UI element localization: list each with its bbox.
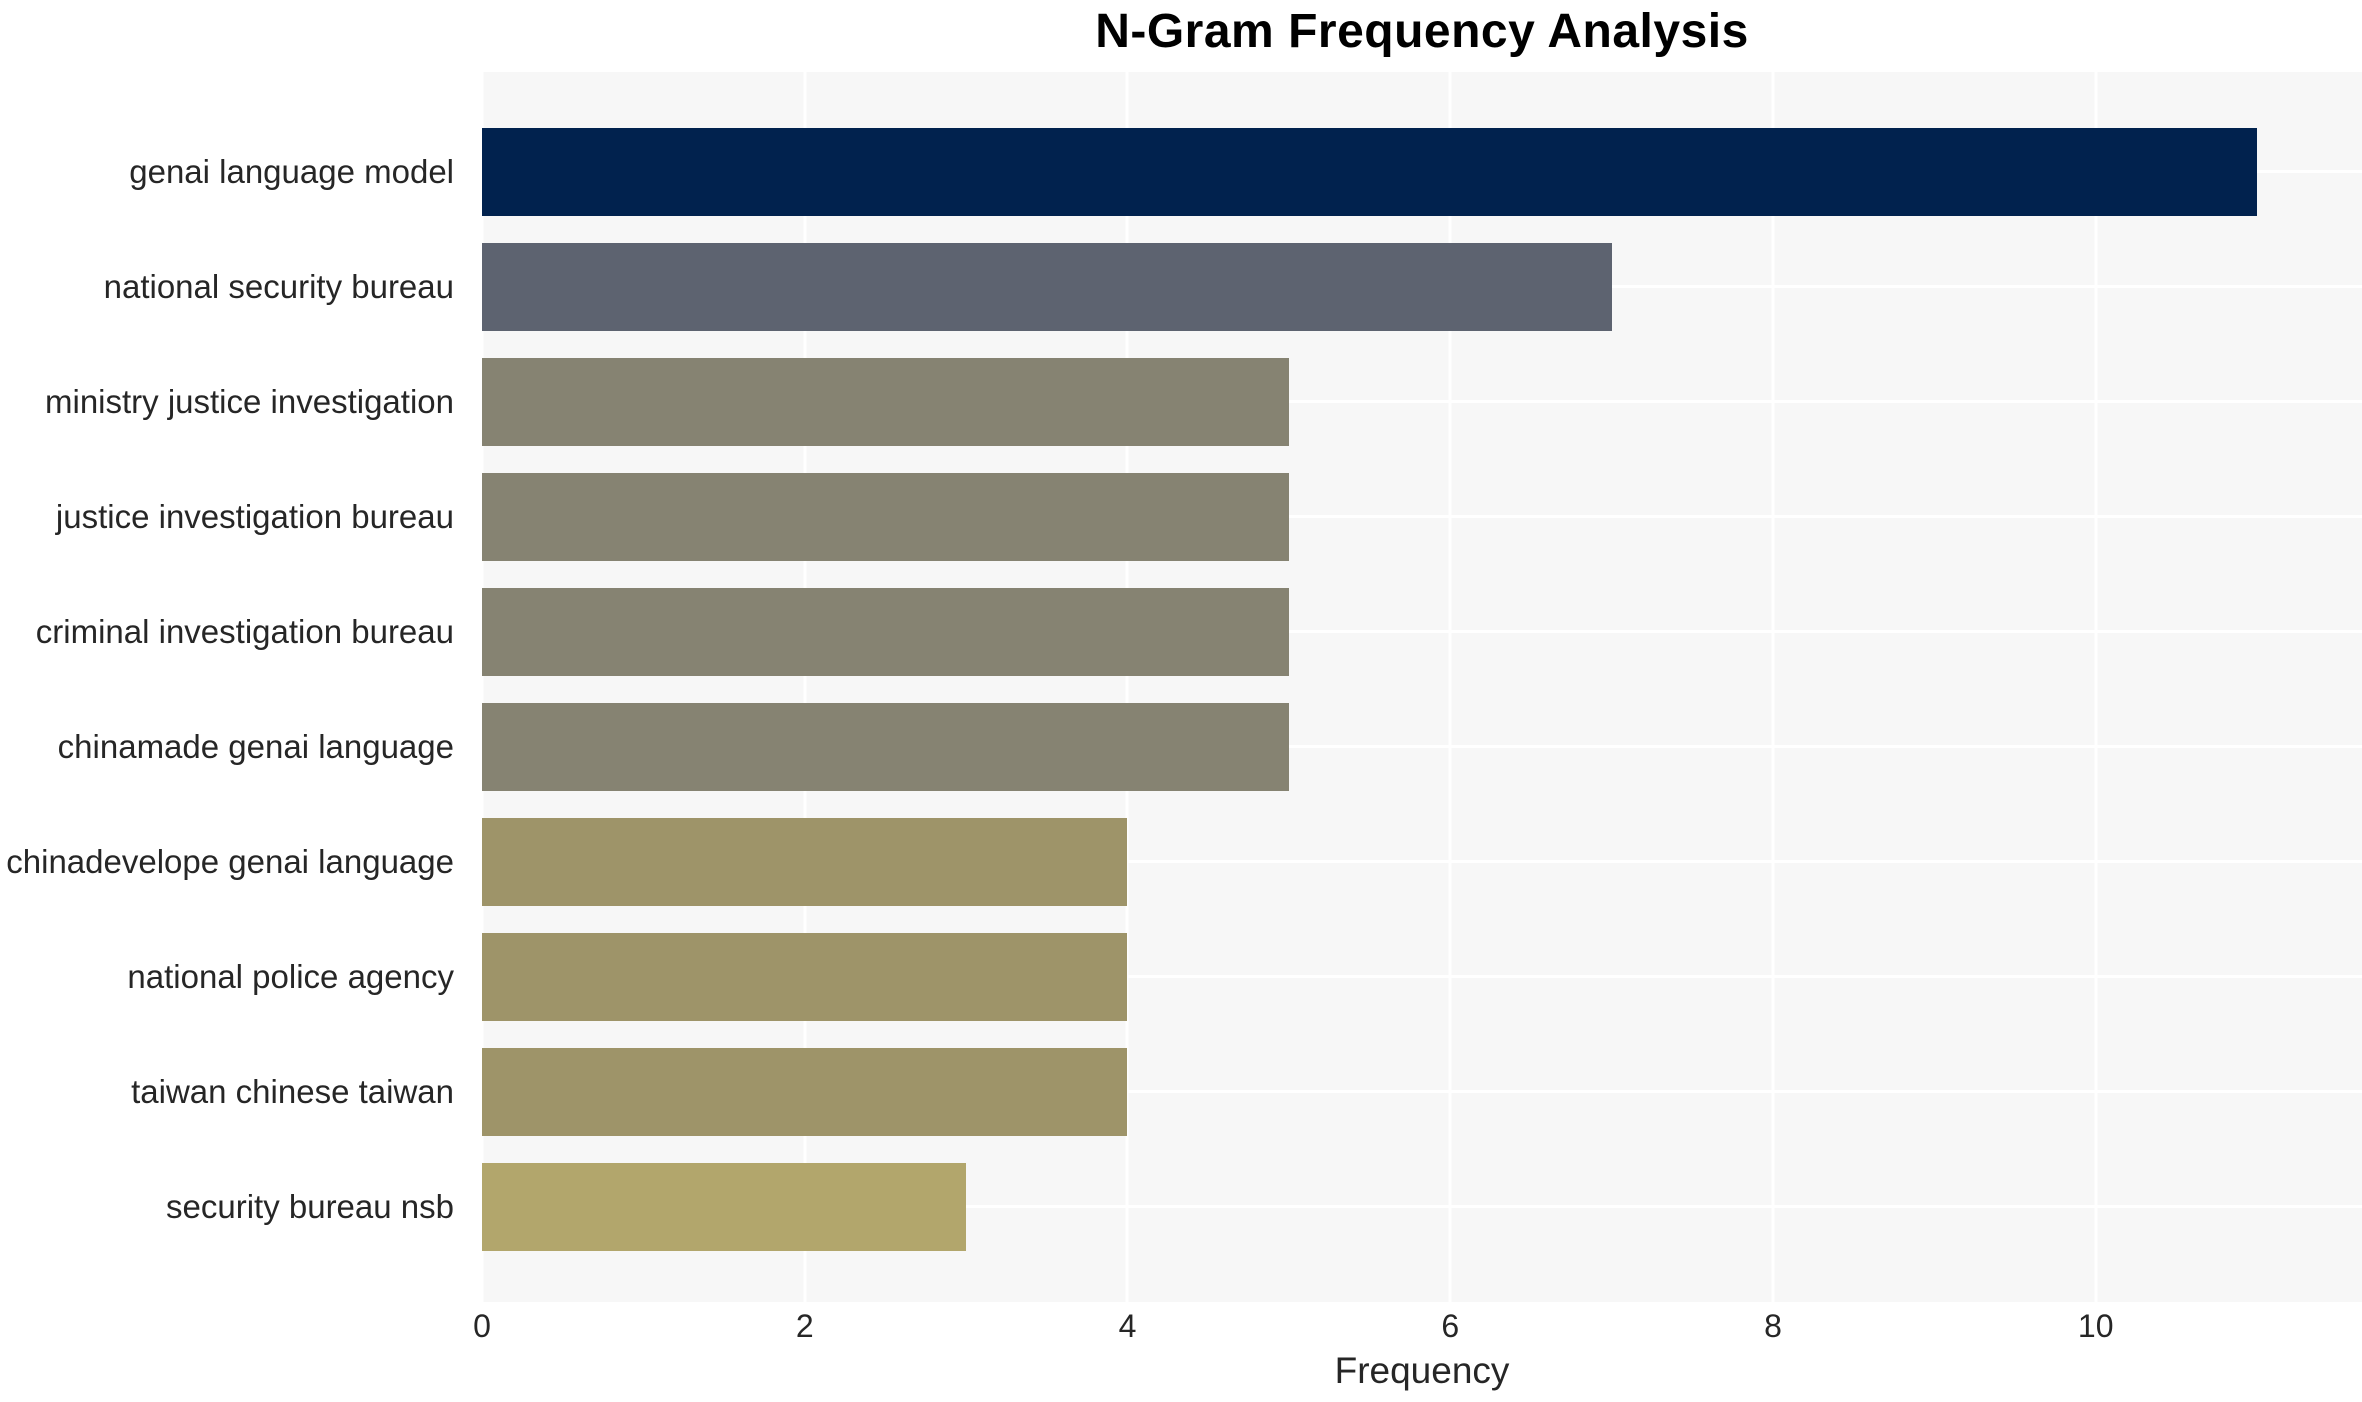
bar bbox=[482, 357, 1289, 446]
bar-row bbox=[482, 574, 2362, 689]
gridline-vertical bbox=[1125, 72, 1129, 1302]
y-tick-label: criminal investigation bureau bbox=[35, 612, 454, 650]
plot-area bbox=[480, 72, 2362, 1302]
bar bbox=[482, 932, 1128, 1021]
gridline-horizontal bbox=[482, 515, 2362, 518]
gridline-horizontal bbox=[482, 1205, 2362, 1208]
y-tick-label: chinamade genai language bbox=[57, 727, 454, 765]
bar-row bbox=[482, 114, 2362, 229]
x-gridlines bbox=[480, 72, 2362, 1302]
bar-row bbox=[482, 344, 2362, 459]
bar bbox=[482, 242, 1612, 331]
bar-rows bbox=[482, 72, 2362, 1302]
x-tick-label: 2 bbox=[795, 1308, 814, 1344]
bar-row bbox=[482, 1149, 2362, 1264]
bar bbox=[482, 127, 2258, 216]
gridline-horizontal bbox=[482, 745, 2362, 748]
gridline-vertical bbox=[2094, 72, 2098, 1302]
y-tick-label: ministry justice investigation bbox=[45, 382, 454, 420]
gridline-vertical bbox=[803, 72, 807, 1302]
bar-row bbox=[482, 689, 2362, 804]
gridline-vertical bbox=[1448, 72, 1452, 1302]
x-tick-label: 6 bbox=[1441, 1308, 1460, 1344]
bar bbox=[482, 587, 1289, 676]
bar bbox=[482, 1162, 967, 1251]
bar-row bbox=[482, 459, 2362, 574]
chart-title: N-Gram Frequency Analysis bbox=[1095, 5, 1749, 58]
bar bbox=[482, 1047, 1128, 1136]
gridline-horizontal bbox=[482, 975, 2362, 978]
gridline-horizontal bbox=[482, 860, 2362, 863]
gridline-horizontal bbox=[482, 630, 2362, 633]
bar-row bbox=[482, 1034, 2362, 1149]
gridline-horizontal bbox=[482, 1090, 2362, 1093]
y-axis-labels: genai language model national security bu… bbox=[0, 72, 468, 1302]
x-tick-labels: 0 2 4 6 8 10 bbox=[473, 1308, 2362, 1350]
bar-row bbox=[482, 919, 2362, 1034]
y-tick-label: national security bureau bbox=[103, 267, 454, 305]
y-tick-label: justice investigation bureau bbox=[55, 497, 454, 535]
x-tick-label: 4 bbox=[1118, 1308, 1137, 1344]
gridline-vertical bbox=[480, 72, 484, 1302]
bar bbox=[482, 817, 1128, 906]
y-tick-label: taiwan chinese taiwan bbox=[131, 1072, 454, 1110]
bar bbox=[482, 472, 1289, 561]
y-tick-label: genai language model bbox=[129, 152, 454, 190]
bar bbox=[482, 702, 1289, 791]
y-tick-label: national police agency bbox=[127, 957, 454, 995]
bar-row bbox=[482, 229, 2362, 344]
x-tick-label: 0 bbox=[473, 1308, 491, 1344]
gridline-vertical bbox=[1771, 72, 1775, 1302]
x-axis-label: Frequency bbox=[1334, 1350, 1510, 1391]
bar-row bbox=[482, 804, 2362, 919]
x-tick-label: 10 bbox=[2077, 1308, 2114, 1344]
gridline-horizontal bbox=[482, 400, 2362, 403]
y-tick-label: chinadevelope genai language bbox=[6, 842, 454, 880]
x-tick-label: 8 bbox=[1764, 1308, 1782, 1344]
y-tick-label: security bureau nsb bbox=[166, 1187, 454, 1225]
